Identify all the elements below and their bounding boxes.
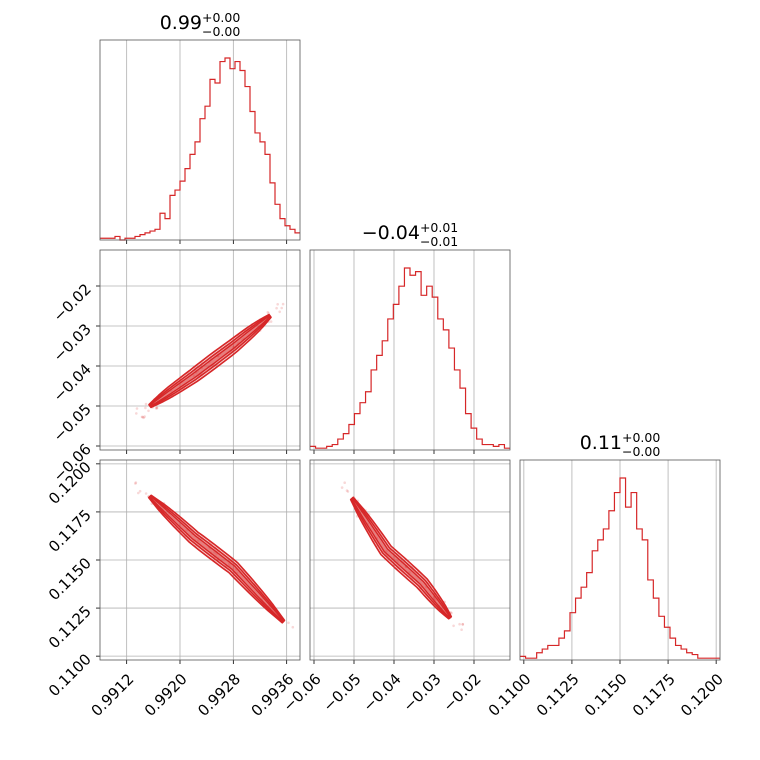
sample-point: [461, 623, 465, 626]
panel-background: [310, 250, 510, 450]
density-contour: [350, 497, 452, 619]
panel-frame: [99, 39, 301, 241]
panel-frame: [309, 459, 511, 661]
sample-point: [144, 402, 148, 406]
y-tick-label: 0.1150: [45, 554, 95, 604]
panel-frame: [99, 459, 301, 661]
sample-point: [141, 415, 144, 419]
y-tick-label: 0.1125: [45, 602, 95, 652]
sample-point: [450, 611, 453, 615]
sample-point: [142, 416, 145, 420]
sample-point: [343, 481, 347, 485]
sample-point: [155, 406, 159, 409]
sample-point: [458, 622, 461, 626]
x-tick-label: −0.04: [360, 670, 405, 715]
sample-point: [144, 406, 147, 410]
sample-point: [291, 625, 295, 629]
title-subscript: −0.00: [622, 444, 660, 459]
sample-point: [346, 490, 350, 493]
density-contour: [149, 314, 271, 408]
title-superscript: +0.00: [202, 10, 240, 25]
sample-point: [155, 406, 159, 410]
histogram-panel-3: 0.11+0.00 −0.00: [519, 430, 721, 664]
title-subscript: −0.01: [420, 234, 458, 249]
sample-point: [135, 407, 139, 410]
title-value: 0.11: [580, 432, 622, 454]
sample-point: [138, 489, 142, 493]
sample-point: [452, 624, 455, 628]
density-panel-2-3: [309, 459, 511, 664]
x-tick-label: 0.1150: [581, 670, 631, 720]
x-tick-label: 0.9920: [141, 670, 191, 720]
title-value: −0.04: [362, 222, 420, 244]
histogram-line: [520, 477, 720, 659]
sample-point: [196, 539, 200, 542]
sample-point: [345, 489, 349, 492]
x-tick-label: 0.1100: [485, 670, 535, 720]
sample-point: [340, 486, 344, 489]
x-tick-label: −0.02: [440, 670, 485, 715]
y-tick-label: 0.1175: [45, 506, 95, 556]
panel-title: 0.11+0.00 −0.00: [580, 430, 661, 459]
panel-frame: [99, 249, 301, 451]
x-tick-label: −0.03: [400, 670, 445, 715]
title-superscript: +0.01: [420, 220, 458, 235]
panel-title: 0.99+0.00 −0.00: [160, 10, 241, 39]
x-tick-label: 0.1125: [533, 670, 583, 720]
density-panel-1-2: [96, 249, 301, 454]
sample-point: [227, 562, 231, 566]
title-subscript: −0.00: [202, 24, 240, 39]
histogram-panel-1: 0.99+0.00 −0.00: [99, 10, 301, 244]
panel-background: [100, 250, 300, 450]
sample-point: [276, 303, 280, 306]
x-tick-label: 0.9928: [194, 670, 244, 720]
y-tick-label: −0.05: [50, 400, 95, 445]
sample-point: [134, 482, 137, 485]
sample-point: [275, 306, 278, 310]
sample-point: [266, 311, 270, 314]
sample-point: [147, 409, 150, 413]
histogram-line: [100, 57, 300, 241]
sample-point: [281, 302, 285, 306]
sample-point: [134, 481, 138, 484]
sample-point: [269, 320, 273, 323]
sample-point: [140, 415, 144, 419]
y-tick-label: 0.1100: [45, 650, 95, 700]
title-superscript: +0.00: [622, 430, 660, 445]
sample-point: [192, 374, 196, 377]
sample-point: [137, 491, 140, 495]
density-contour: [148, 495, 285, 623]
sample-point: [143, 415, 146, 418]
x-tick-label: −0.05: [320, 670, 365, 715]
y-tick-label: −0.03: [50, 320, 95, 365]
histogram-panel-2: −0.04+0.01 −0.01: [309, 220, 511, 454]
panel-frame: [519, 459, 721, 661]
sample-point: [461, 622, 465, 626]
density-panel-1-3: [96, 459, 301, 664]
panel-frame: [309, 249, 511, 451]
sample-point: [460, 628, 463, 631]
sample-point: [385, 550, 388, 553]
sample-point: [154, 407, 158, 410]
sample-point: [278, 310, 282, 314]
sample-point: [185, 529, 188, 532]
x-tick-label: 0.1200: [677, 670, 727, 720]
y-tick-label: −0.04: [50, 360, 95, 405]
y-tick-label: −0.02: [50, 280, 95, 325]
x-tick-label: 0.9912: [88, 670, 138, 720]
histogram-line: [310, 267, 510, 449]
sample-point: [135, 412, 138, 415]
x-tick-label: 0.1175: [629, 670, 679, 720]
sample-point: [280, 306, 284, 310]
sample-point: [144, 492, 148, 495]
title-value: 0.99: [160, 12, 202, 34]
sample-point: [287, 621, 290, 625]
panel-title: −0.04+0.01 −0.01: [362, 220, 459, 249]
